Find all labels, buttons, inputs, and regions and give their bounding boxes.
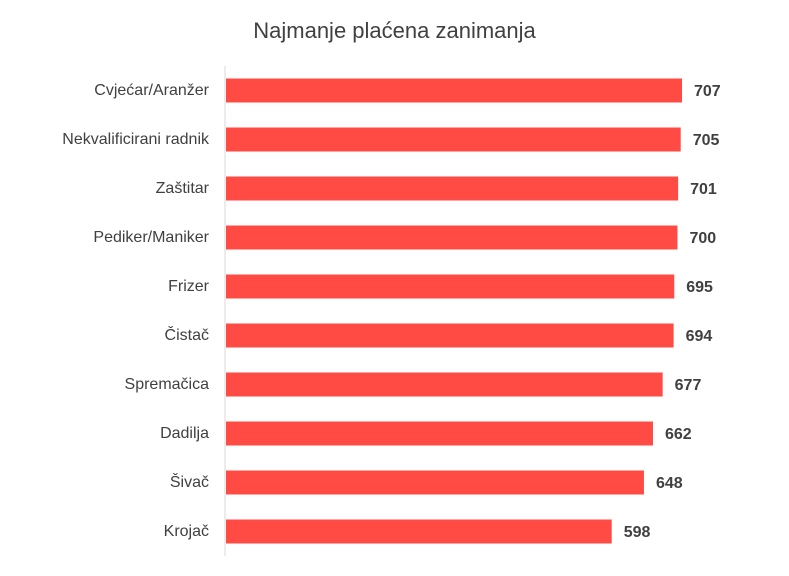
bar-0 xyxy=(226,78,682,103)
category-label-5: Čistač xyxy=(165,325,209,344)
value-label-0: 707 xyxy=(694,83,721,100)
value-label-6: 677 xyxy=(675,377,702,394)
category-label-1: Nekvalificirani radnik xyxy=(62,131,210,148)
bar-3 xyxy=(226,225,678,250)
value-label-7: 662 xyxy=(665,426,692,443)
bar-8 xyxy=(226,470,644,495)
bar-1 xyxy=(226,127,681,152)
value-label-5: 694 xyxy=(686,328,713,345)
bar-4 xyxy=(226,274,675,299)
bar-5 xyxy=(226,323,674,348)
chart-title: Najmanje plaćena zanimanja xyxy=(253,18,536,43)
category-label-2: Zaštitar xyxy=(156,180,210,197)
value-label-8: 648 xyxy=(656,475,683,492)
category-label-3: Pediker/Maniker xyxy=(93,229,209,246)
value-labels-layer: 707 705 701 700 695 694 677 662 648 598 xyxy=(624,83,721,541)
category-label-9: Krojač xyxy=(164,523,209,540)
category-label-0: Cvjećar/Aranžer xyxy=(94,82,209,99)
value-label-4: 695 xyxy=(686,279,713,296)
bar-9 xyxy=(226,519,612,544)
value-label-2: 701 xyxy=(690,181,717,198)
category-label-7: Dadilja xyxy=(160,425,209,442)
bar-7 xyxy=(226,421,653,446)
value-label-3: 700 xyxy=(689,230,716,247)
value-label-9: 598 xyxy=(624,524,651,541)
bars-layer xyxy=(226,78,682,544)
category-labels-layer: Cvjećar/Aranžer Nekvalificirani radnik Zaš… xyxy=(62,82,210,540)
category-label-8: Šivač xyxy=(170,472,209,491)
value-label-1: 705 xyxy=(693,132,720,149)
bar-2 xyxy=(226,176,679,201)
category-label-6: Spremačica xyxy=(125,376,210,393)
bar-6 xyxy=(226,372,663,397)
category-label-4: Frizer xyxy=(168,278,210,295)
